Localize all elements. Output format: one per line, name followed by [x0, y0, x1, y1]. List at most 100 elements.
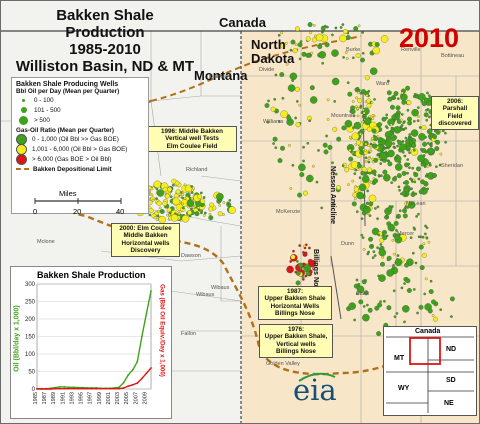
well-dot	[362, 305, 366, 308]
chart-point	[145, 312, 148, 315]
depositional-limit	[44, 99, 432, 376]
well-dot	[368, 194, 377, 203]
well-dot	[216, 192, 224, 201]
well-dot	[148, 208, 154, 214]
well-dot	[393, 126, 402, 134]
chart-point	[145, 372, 148, 375]
well-dot	[390, 205, 394, 208]
well-dot	[179, 195, 182, 198]
well-dot	[309, 96, 318, 104]
well-dot	[306, 141, 310, 145]
legend-limit: Bakken Depositional Limit	[16, 164, 144, 174]
scale-label: Miles	[59, 189, 77, 198]
chart-point	[58, 386, 61, 388]
chart-ytick-label: 100	[25, 352, 36, 358]
well-dot	[444, 131, 447, 135]
chart-point	[131, 383, 134, 386]
well-dot	[404, 187, 409, 193]
well-dot	[416, 311, 419, 315]
well-dot	[186, 199, 195, 208]
well-dot	[426, 164, 430, 168]
well-dot	[395, 156, 398, 160]
well-dot	[364, 156, 368, 160]
well-dot	[367, 157, 371, 160]
well-dot	[322, 142, 328, 148]
well-dot	[386, 221, 392, 227]
well-dot	[404, 136, 408, 140]
well-dot	[351, 56, 355, 60]
well-dot	[408, 166, 411, 170]
well-dot	[289, 48, 293, 52]
well-dot	[404, 262, 410, 268]
well-dot	[382, 235, 388, 241]
well-dot	[412, 178, 416, 182]
well-dot	[424, 150, 428, 154]
well-dot	[361, 31, 364, 34]
chart-point	[49, 388, 52, 390]
well-dot	[360, 217, 364, 221]
locator-mt: MT	[394, 355, 405, 362]
well-dot	[377, 152, 380, 156]
well-dot	[435, 129, 441, 135]
well-dot	[171, 183, 175, 187]
well-dot	[364, 206, 368, 210]
well-dot	[348, 302, 356, 310]
well-dot	[356, 168, 360, 171]
well-dot	[379, 152, 388, 160]
well-dot	[428, 162, 432, 165]
chart-point	[36, 388, 38, 390]
well-dot	[302, 145, 305, 149]
well-dot	[297, 192, 303, 198]
well-dot	[277, 120, 281, 123]
well-dot	[413, 92, 417, 96]
well-dot	[208, 206, 214, 212]
well-dot	[364, 159, 368, 163]
well-dot	[389, 123, 393, 127]
well-dot	[357, 88, 361, 92]
well-dot	[424, 232, 427, 236]
chart-ytick-label: 300	[25, 282, 36, 288]
well-dot	[412, 226, 416, 230]
well-dot	[418, 93, 426, 101]
chart-point	[109, 387, 111, 390]
county-label: McKenzie	[276, 209, 301, 215]
well-dot	[371, 128, 377, 134]
well-dot	[156, 189, 165, 197]
well-dot	[304, 274, 308, 278]
well-dot	[368, 115, 372, 118]
chart-point	[72, 387, 75, 390]
well-dot	[391, 132, 395, 136]
well-dot	[396, 144, 399, 148]
well-dot	[410, 187, 413, 191]
well-dot	[361, 166, 367, 172]
county-label: Richland	[186, 167, 208, 173]
well-dot	[416, 119, 420, 123]
well-dot	[171, 178, 177, 184]
well-dot	[361, 51, 365, 55]
well-dot	[290, 39, 296, 45]
well-dot	[342, 56, 345, 59]
well-dot	[296, 260, 299, 263]
well-dot	[347, 183, 350, 186]
well-dot	[151, 198, 155, 202]
scale-bar	[34, 198, 122, 204]
well-dot	[369, 145, 373, 149]
well-dot	[404, 193, 408, 196]
well-dot	[181, 206, 185, 210]
well-dot	[277, 33, 281, 37]
well-dot	[351, 100, 355, 103]
well-dot	[391, 238, 395, 242]
well-dot	[432, 173, 437, 178]
well-dot	[383, 173, 391, 182]
scale-tick-40: 40	[116, 207, 125, 216]
nesson-label: Nesson Anticline	[329, 166, 338, 225]
well-dot	[392, 176, 397, 182]
well-dot	[379, 300, 382, 303]
well-dot	[377, 233, 381, 237]
well-dot	[438, 163, 442, 167]
well-dot	[394, 163, 403, 171]
well-dot	[315, 33, 324, 42]
well-dot	[202, 214, 206, 217]
well-dot	[193, 204, 197, 208]
well-dot	[295, 26, 300, 32]
